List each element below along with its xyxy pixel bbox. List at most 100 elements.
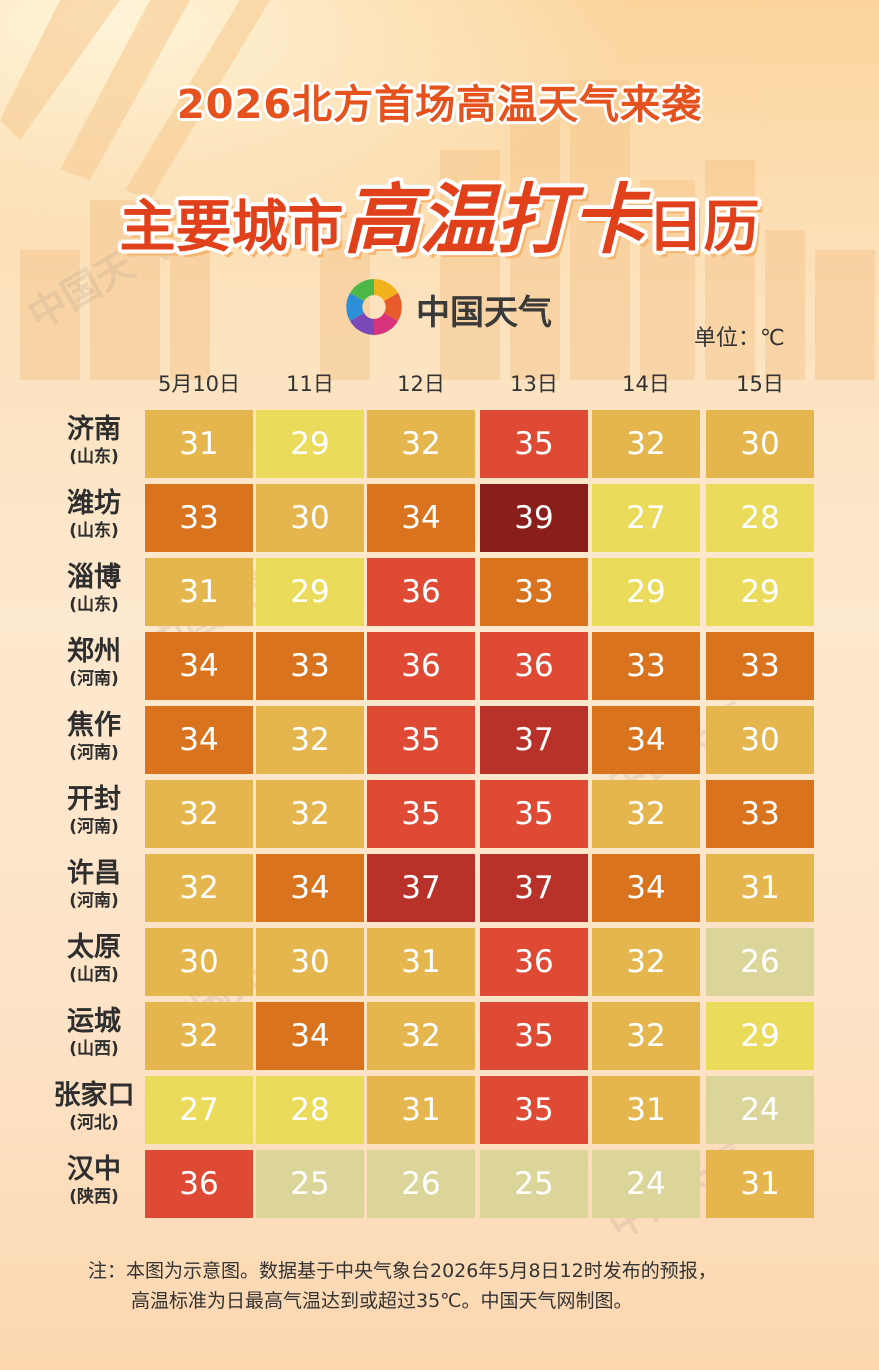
temperature-cell: 33 xyxy=(480,558,588,626)
temperature-cell: 27 xyxy=(145,1076,253,1144)
row-label: 张家口 (河北) xyxy=(30,1080,158,1134)
province-name: (山东) xyxy=(69,595,119,615)
city-name: 许昌 xyxy=(67,858,121,889)
temperature-cell: 36 xyxy=(145,1150,253,1218)
temperature-cell: 36 xyxy=(480,632,588,700)
temperature-cell: 32 xyxy=(592,928,700,996)
city-name: 济南 xyxy=(67,414,121,445)
temperature-cell: 24 xyxy=(706,1076,814,1144)
temperature-cell: 29 xyxy=(256,558,364,626)
temperature-cell: 32 xyxy=(145,854,253,922)
footnote-line-1: 注：本图为示意图。数据基于中央气象台2026年5月8日12时发布的预报， xyxy=(88,1260,717,1282)
temperature-cell: 29 xyxy=(592,558,700,626)
temperature-cell: 35 xyxy=(480,780,588,848)
row-label: 汉中 (陕西) xyxy=(30,1154,158,1208)
temperature-cell: 37 xyxy=(367,854,475,922)
temperature-cell: 39 xyxy=(480,484,588,552)
temperature-cell: 36 xyxy=(367,558,475,626)
temperature-cell: 30 xyxy=(145,928,253,996)
temperature-cell: 26 xyxy=(367,1150,475,1218)
temperature-cell: 36 xyxy=(367,632,475,700)
row-label: 焦作 (河南) xyxy=(30,710,158,764)
footnote: 注：本图为示意图。数据基于中央气象台2026年5月8日12时发布的预报， 高温标… xyxy=(88,1256,828,1316)
temperature-cell: 32 xyxy=(145,1002,253,1070)
temperature-cell: 31 xyxy=(592,1076,700,1144)
province-name: (陕西) xyxy=(69,1187,119,1207)
city-name: 太原 xyxy=(67,932,121,963)
temperature-cell: 31 xyxy=(367,928,475,996)
temperature-cell: 31 xyxy=(706,854,814,922)
temperature-cell: 34 xyxy=(592,854,700,922)
temperature-cell: 35 xyxy=(480,1076,588,1144)
temperature-cell: 30 xyxy=(256,484,364,552)
footnote-line-2: 高温标准为日最高气温达到或超过35℃。中国天气网制图。 xyxy=(131,1290,633,1312)
city-name: 汉中 xyxy=(67,1154,121,1185)
temperature-cell: 31 xyxy=(145,410,253,478)
temperature-cell: 25 xyxy=(480,1150,588,1218)
column-header: 12日 xyxy=(397,372,445,396)
province-name: (山东) xyxy=(69,447,119,467)
temperature-cell: 30 xyxy=(706,410,814,478)
province-name: (河南) xyxy=(69,891,119,911)
brand-name: 中国天气 xyxy=(416,293,552,333)
temperature-cell: 31 xyxy=(706,1150,814,1218)
temperature-cell: 29 xyxy=(706,558,814,626)
temperature-cell: 30 xyxy=(706,706,814,774)
row-label: 太原 (山西) xyxy=(30,932,158,986)
column-header: 11日 xyxy=(286,372,334,396)
province-name: (山西) xyxy=(69,965,119,985)
temperature-cell: 31 xyxy=(367,1076,475,1144)
temperature-cell: 28 xyxy=(256,1076,364,1144)
temperature-cell: 32 xyxy=(592,1002,700,1070)
temperature-cell: 29 xyxy=(706,1002,814,1070)
temperature-cell: 35 xyxy=(367,780,475,848)
city-name: 焦作 xyxy=(67,710,121,741)
city-name: 潍坊 xyxy=(67,488,121,519)
temperature-cell: 37 xyxy=(480,706,588,774)
title-line-1: 2026北方首场高温天气来袭 xyxy=(176,82,703,128)
column-header: 15日 xyxy=(736,372,784,396)
temperature-cell: 32 xyxy=(145,780,253,848)
title-part-c: 日历 xyxy=(647,195,760,260)
temperature-cell: 36 xyxy=(480,928,588,996)
province-name: (河南) xyxy=(69,669,119,689)
temperature-cell: 33 xyxy=(256,632,364,700)
temperature-cell: 30 xyxy=(256,928,364,996)
temperature-cell: 25 xyxy=(256,1150,364,1218)
temperature-cell: 29 xyxy=(256,410,364,478)
temperature-cell: 32 xyxy=(367,410,475,478)
temperature-cell: 34 xyxy=(145,632,253,700)
province-name: (河北) xyxy=(69,1113,119,1133)
temperature-cell: 35 xyxy=(480,410,588,478)
temperature-cell: 26 xyxy=(706,928,814,996)
column-header: 5月10日 xyxy=(157,372,241,396)
temperature-cell: 24 xyxy=(592,1150,700,1218)
temperature-cell: 33 xyxy=(145,484,253,552)
temperature-cell: 34 xyxy=(256,1002,364,1070)
province-name: (河南) xyxy=(69,743,119,763)
temperature-cell: 33 xyxy=(706,632,814,700)
temperature-cell: 32 xyxy=(367,1002,475,1070)
skyline-background xyxy=(0,0,879,380)
row-label: 淄博 (山东) xyxy=(30,562,158,616)
row-label: 济南 (山东) xyxy=(30,414,158,468)
city-name: 运城 xyxy=(67,1006,121,1037)
temperature-cell: 34 xyxy=(367,484,475,552)
temperature-cell: 34 xyxy=(145,706,253,774)
weather-logo-icon xyxy=(346,279,402,335)
title-part-a: 主要城市 xyxy=(119,195,344,260)
city-name: 开封 xyxy=(67,784,121,815)
temperature-cell: 32 xyxy=(256,706,364,774)
temperature-cell: 32 xyxy=(256,780,364,848)
city-name: 郑州 xyxy=(67,636,121,667)
temperature-cell: 35 xyxy=(480,1002,588,1070)
title-line-2: 主要城市高温打卡日历 xyxy=(0,158,879,268)
province-name: (河南) xyxy=(69,817,119,837)
temperature-cell: 27 xyxy=(592,484,700,552)
temperature-cell: 33 xyxy=(592,632,700,700)
temperature-cell: 37 xyxy=(480,854,588,922)
column-header: 13日 xyxy=(510,372,558,396)
title-part-b: 高温打卡 xyxy=(343,175,648,264)
temperature-cell: 34 xyxy=(592,706,700,774)
city-name: 张家口 xyxy=(53,1080,135,1111)
